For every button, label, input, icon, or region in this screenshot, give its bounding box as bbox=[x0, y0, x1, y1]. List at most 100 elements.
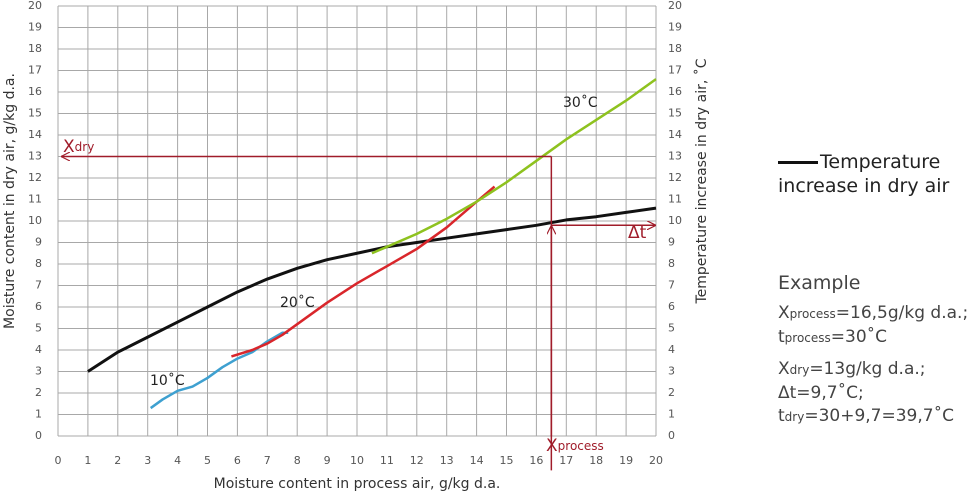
y-tick-label: 17 bbox=[28, 64, 42, 77]
series-label: 10˚C bbox=[150, 372, 185, 389]
x-tick-label: 5 bbox=[204, 454, 211, 467]
y2-tick-label: 1 bbox=[668, 408, 675, 421]
y-tick-label: 9 bbox=[35, 236, 42, 249]
example-text: X bbox=[778, 303, 790, 323]
x-tick-label: 10 bbox=[350, 454, 364, 467]
x-tick-label: 3 bbox=[144, 454, 151, 467]
legend-swatch bbox=[778, 161, 818, 164]
x-tick-label: 16 bbox=[529, 454, 543, 467]
example-text: =30˚C bbox=[830, 327, 888, 347]
x-tick-label: 1 bbox=[84, 454, 91, 467]
y-tick-label: 11 bbox=[28, 193, 42, 206]
example-paragraph: Xdry=13g/kg d.a.; Δt=9,7˚C; tdry=30+9,7=39… bbox=[778, 358, 978, 429]
example-text: process bbox=[789, 307, 836, 321]
x-tick-label: 4 bbox=[174, 454, 181, 467]
x-tick-label: 9 bbox=[324, 454, 331, 467]
y-tick-label: 8 bbox=[35, 257, 42, 270]
annotation-part: Δt bbox=[628, 223, 647, 243]
y-tick-label: 5 bbox=[35, 322, 42, 335]
example-text: =16,5g/kg d.a.; bbox=[835, 303, 969, 323]
example-text: X bbox=[778, 359, 790, 379]
y2-tick-label: 18 bbox=[668, 42, 682, 55]
x-tick-label: 0 bbox=[55, 454, 62, 467]
y2-tick-label: 11 bbox=[668, 193, 682, 206]
y2-tick-label: 4 bbox=[668, 343, 675, 356]
y2-tick-label: 6 bbox=[668, 300, 675, 313]
x-tick-label: 15 bbox=[500, 454, 514, 467]
y2-tick-label: 3 bbox=[668, 365, 675, 378]
y2-tick-label: 5 bbox=[668, 322, 675, 335]
annotation-label: Δt bbox=[628, 223, 647, 243]
y-tick-label: 14 bbox=[28, 128, 42, 141]
example-text: dry bbox=[789, 363, 810, 377]
y2-tick-label: 9 bbox=[668, 236, 675, 249]
y2-tick-label: 10 bbox=[668, 214, 682, 227]
y2-tick-label: 0 bbox=[668, 429, 675, 442]
y-tick-label: 15 bbox=[28, 107, 42, 120]
y-tick-label: 3 bbox=[35, 365, 42, 378]
y2-tick-label: 15 bbox=[668, 107, 682, 120]
example-text: Δt=9,7˚C; bbox=[778, 383, 864, 403]
y2-tick-label: 7 bbox=[668, 279, 675, 292]
x-tick-label: 13 bbox=[440, 454, 454, 467]
series-label: 20˚C bbox=[280, 294, 315, 311]
annotation-label: Xdry bbox=[63, 137, 94, 157]
y2-tick-label: 16 bbox=[668, 85, 682, 98]
x-tick-label: 12 bbox=[410, 454, 424, 467]
x-tick-label: 19 bbox=[619, 454, 633, 467]
side-panel: Temperature increase in dry air Example … bbox=[778, 150, 978, 429]
y2-tick-label: 17 bbox=[668, 64, 682, 77]
x-tick-label: 8 bbox=[294, 454, 301, 467]
example-text: t bbox=[778, 327, 785, 347]
annotation-part: X bbox=[63, 137, 75, 157]
example-text: dry bbox=[784, 410, 805, 424]
x-tick-label: 6 bbox=[234, 454, 241, 467]
x-tick-label: 11 bbox=[380, 454, 394, 467]
y2-tick-label: 20 bbox=[668, 0, 682, 12]
annotation-label: Xprocess bbox=[546, 436, 604, 456]
y-tick-label: 6 bbox=[35, 300, 42, 313]
x-tick-label: 20 bbox=[649, 454, 663, 467]
annotation-part: dry bbox=[75, 140, 95, 154]
y2-tick-label: 13 bbox=[668, 150, 682, 163]
y-tick-label: 20 bbox=[28, 0, 42, 12]
x-tick-label: 17 bbox=[559, 454, 573, 467]
y-tick-label: 16 bbox=[28, 85, 42, 98]
example-text: =30+9,7=39,7˚C bbox=[804, 406, 954, 426]
example-text: =13g/kg d.a.; bbox=[809, 359, 926, 379]
series-line bbox=[87, 206, 657, 373]
example-line: Xdry=13g/kg d.a.; bbox=[778, 358, 978, 382]
x-tick-label: 14 bbox=[470, 454, 484, 467]
chart: 0 1 2 3 4 5 6 7 8 9 10 11 12 13 14 15 16 17 18 19 2001234567… bbox=[2, 0, 710, 492]
x-tick-label: 18 bbox=[589, 454, 603, 467]
example-line: tdry=30+9,7=39,7˚C bbox=[778, 405, 978, 429]
series-line bbox=[149, 331, 289, 410]
y-tick-label: 13 bbox=[28, 150, 42, 163]
y-tick-label: 10 bbox=[28, 214, 42, 227]
x-axis-title: Moisture content in process air, g/kg d.… bbox=[214, 476, 501, 492]
y-tick-label: 4 bbox=[35, 343, 42, 356]
x-tick-label: 7 bbox=[264, 454, 271, 467]
series-line bbox=[231, 185, 496, 358]
example-line: Xprocess=16,5g/kg d.a.; bbox=[778, 302, 978, 326]
example-text: process bbox=[784, 331, 831, 345]
y2-tick-label: 12 bbox=[668, 171, 682, 184]
y-tick-label: 18 bbox=[28, 42, 42, 55]
y-axis-title: Moisture content in dry air, g/kg d.a. bbox=[2, 73, 18, 329]
y2-axis-title: Temperature increase in dry air, ˚C bbox=[693, 58, 710, 304]
series-label: 30˚C bbox=[563, 94, 598, 111]
example-line: Δt=9,7˚C; bbox=[778, 382, 978, 405]
example-paragraph: Xprocess=16,5g/kg d.a.; tprocess=30˚C bbox=[778, 302, 978, 350]
y2-tick-label: 8 bbox=[668, 257, 675, 270]
legend-label: Temperature increase in dry air bbox=[778, 151, 950, 197]
example-line: tprocess=30˚C bbox=[778, 326, 978, 350]
example-title: Example bbox=[778, 272, 861, 294]
y2-tick-label: 2 bbox=[668, 386, 675, 399]
annotation-part: process bbox=[558, 439, 604, 453]
series-line bbox=[371, 78, 657, 255]
example-text: t bbox=[778, 406, 785, 426]
y-tick-label: 19 bbox=[28, 21, 42, 34]
legend: Temperature increase in dry air bbox=[778, 150, 978, 198]
x-tick-label: 2 bbox=[114, 454, 121, 467]
